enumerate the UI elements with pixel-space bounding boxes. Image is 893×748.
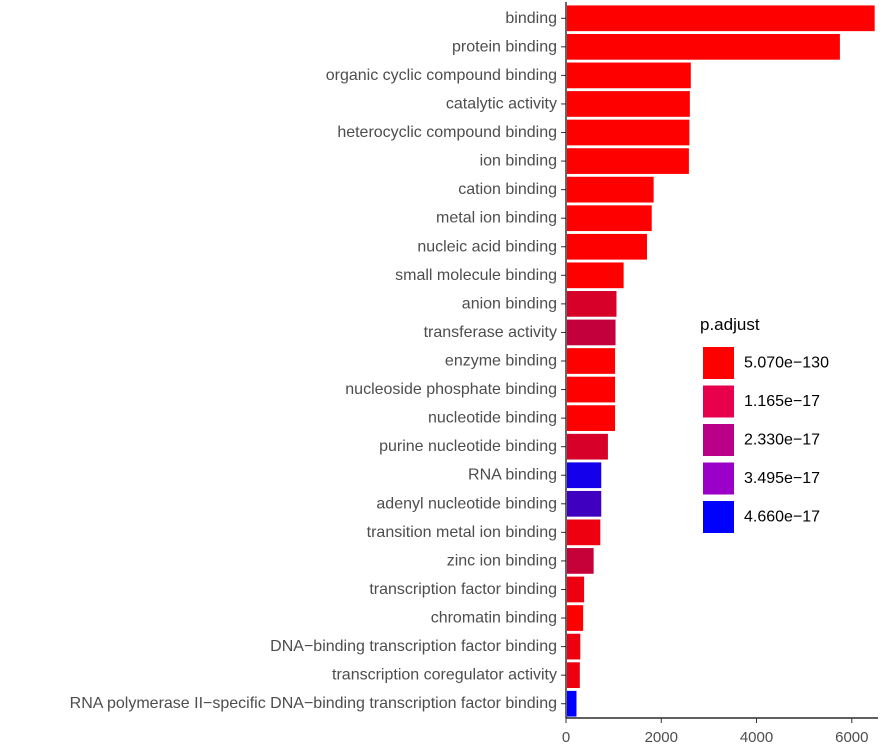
bars-layer [567,5,875,717]
legend-swatch [703,385,734,418]
legend-label: 3.495e−17 [744,470,820,487]
axes [565,2,878,719]
bar-dna-binding-transcription-factor-binding [567,633,581,660]
category-label: heterocyclic compound binding [337,124,557,141]
legend-title: p.adjust [700,315,760,334]
category-label: purine nucleotide binding [379,438,557,455]
bar-zinc-ion-binding [567,548,594,574]
category-label: nucleic acid binding [417,238,557,255]
bar-ion-binding [567,148,689,174]
legend-label: 1.165e−17 [744,393,820,410]
category-label: enzyme binding [445,353,557,370]
bar-rna-polymerase-ii-specific-dna-binding-transcription-factor-binding [567,690,577,717]
bar-rna-binding [567,462,602,489]
legend-label: 4.660e−17 [744,509,820,526]
x-tick-label: 2000 [645,729,678,746]
bar-transition-metal-ion-binding [567,519,601,546]
bar-purine-nucleotide-binding [567,433,608,460]
bar-cation-binding [567,176,654,203]
bar-chromatin-binding [567,605,584,631]
bar-nucleoside-phosphate-binding [567,376,616,403]
bar-protein-binding [567,33,840,60]
bar-organic-cyclic-compound-binding [567,62,691,89]
legend-swatch [703,462,734,495]
legend-label: 5.070e−130 [744,355,829,372]
x-tick-label: 4000 [740,729,773,746]
category-label: anion binding [462,295,557,312]
category-label: metal ion binding [436,210,557,227]
category-label: adenyl nucleotide binding [376,495,557,512]
bar-nucleotide-binding [567,405,616,431]
category-label: nucleotide binding [428,410,557,427]
legend-swatch [703,424,734,456]
category-label: RNA polymerase II−specific DNA−binding t… [70,695,557,712]
bar-nucleic-acid-binding [567,233,647,260]
category-label: small molecule binding [395,267,557,284]
x-tick-label: 0 [562,729,570,746]
category-label: protein binding [452,38,557,55]
legend-label: 2.330e−17 [744,432,820,449]
category-label: cation binding [458,181,557,198]
x-axis-ticks: 0 2000 4000 6000 [562,718,868,746]
category-label: ion binding [480,153,557,170]
category-label: binding [505,10,557,27]
bar-small-molecule-binding [567,262,624,289]
category-label: RNA binding [468,467,557,484]
category-label: transition metal ion binding [367,524,557,541]
bar-transcription-factor-binding [567,576,585,603]
category-label: DNA−binding transcription factor binding [270,638,557,655]
legend-swatch [703,347,734,379]
bar-binding [567,5,875,32]
category-label: transferase activity [424,324,557,341]
bar-catalytic-activity [567,91,690,117]
bar-anion-binding [567,291,617,317]
category-label: transcription coregulator activity [332,667,557,684]
bar-transferase-activity [567,319,616,346]
category-label: chromatin binding [431,610,557,627]
bar-enzyme-binding [567,348,616,374]
bar-transcription-coregulator-activity [567,662,580,689]
bar-adenyl-nucleotide-binding [567,490,602,517]
x-tick-label: 6000 [835,729,868,746]
bar-metal-ion-binding [567,205,652,232]
category-label: catalytic activity [446,95,557,112]
legend: p.adjust 5.070e−130 1.165e−17 2.330e−17 3.4… [700,315,829,533]
category-label: zinc ion binding [447,552,557,569]
category-label: transcription factor binding [369,581,557,598]
category-label: organic cyclic compound binding [326,67,557,84]
category-labels: binding protein binding organic cyclic com… [70,10,566,712]
bar-heterocyclic-compound-binding [567,119,690,146]
legend-swatch [703,501,734,533]
category-label: nucleoside phosphate binding [345,381,557,398]
